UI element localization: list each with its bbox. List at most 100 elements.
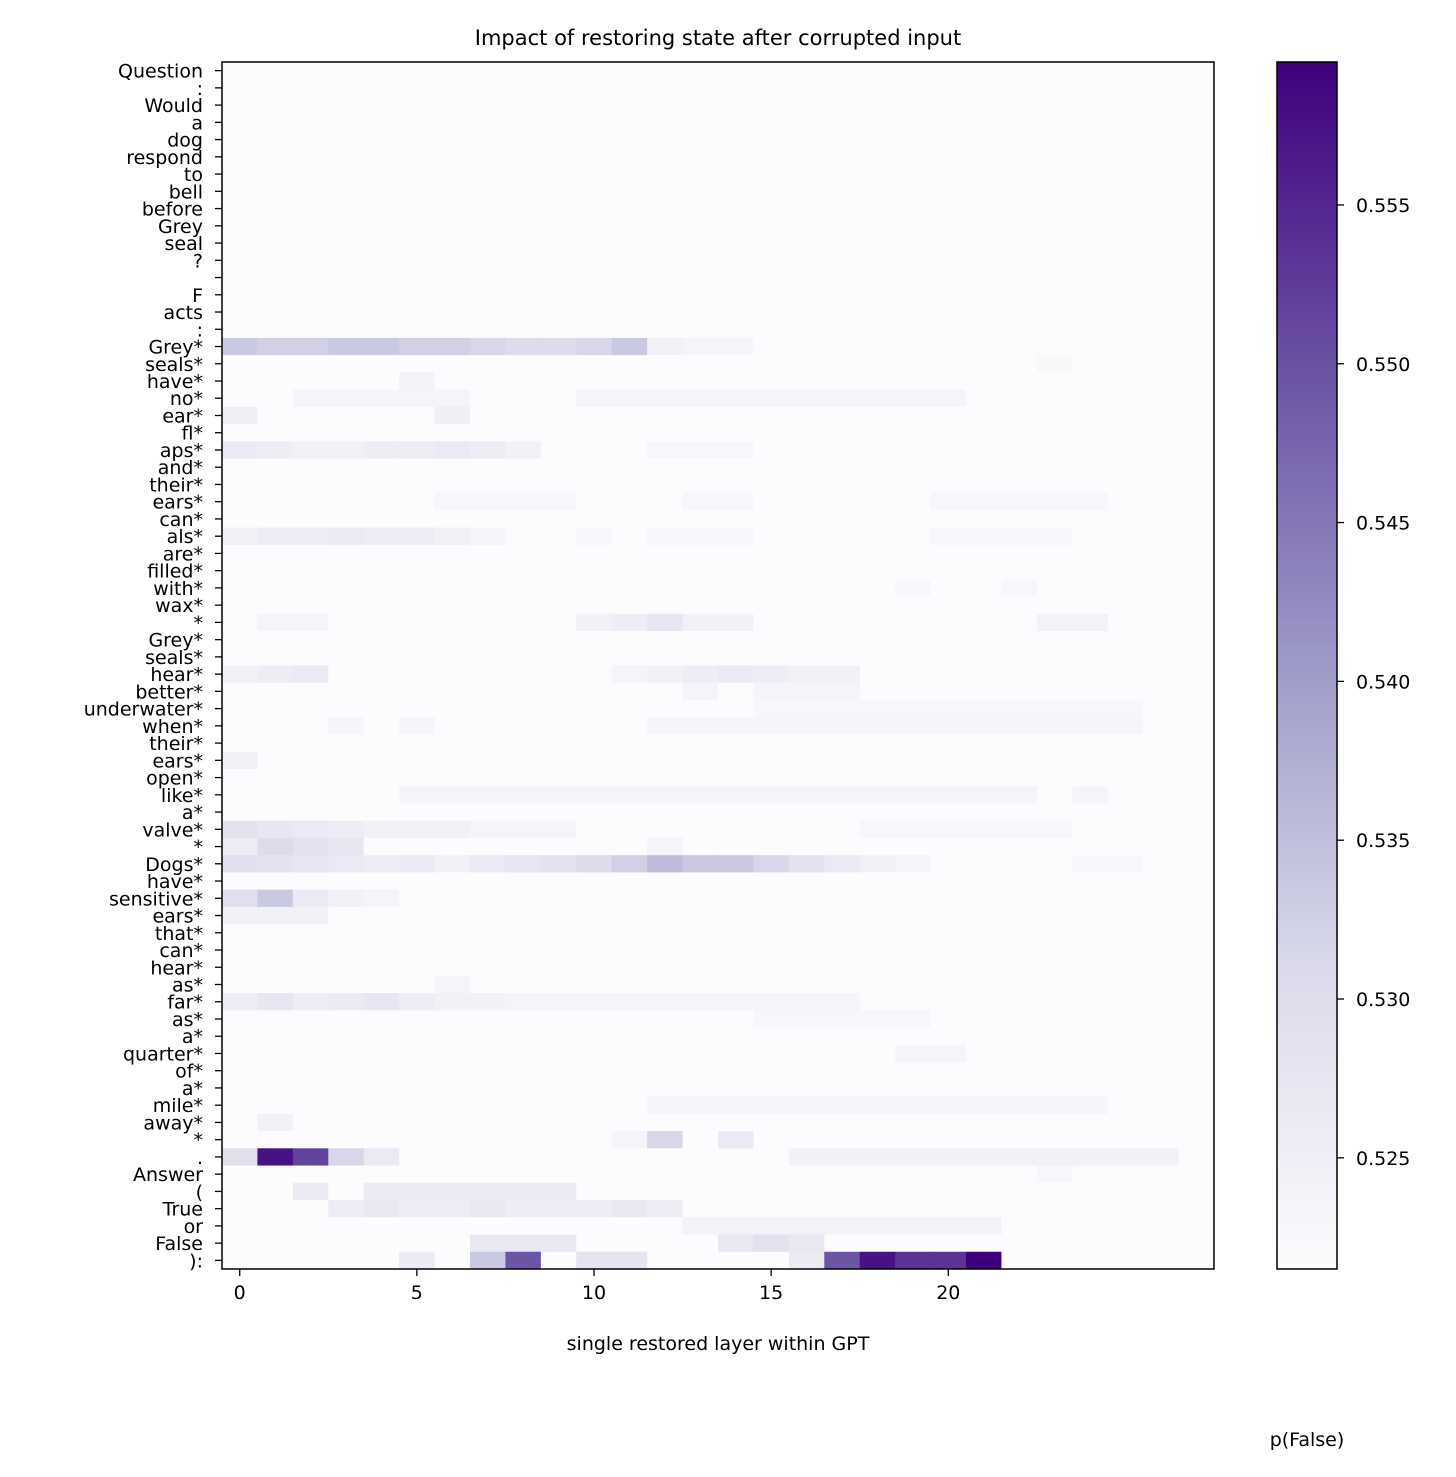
heatmap-cell: [1178, 820, 1215, 839]
heatmap-cell: [859, 130, 896, 149]
heatmap-cell: [966, 786, 1002, 804]
heatmap-cell: [895, 199, 931, 218]
heatmap-cell: [647, 924, 683, 942]
heatmap-cell: [363, 975, 400, 994]
heatmap-cell: [611, 62, 648, 80]
heatmap-cell: [470, 268, 506, 287]
heatmap-cell: [470, 1113, 506, 1132]
heatmap-cell: [292, 906, 329, 925]
heatmap-cell: [1072, 1062, 1109, 1080]
heatmap-cell: [611, 734, 648, 753]
heatmap-cell: [363, 768, 400, 787]
heatmap-cell: [363, 1217, 400, 1235]
heatmap-cell: [257, 544, 294, 563]
heatmap-cell: [824, 699, 861, 718]
heatmap-cell: [895, 734, 931, 753]
heatmap-cell: [222, 234, 258, 253]
heatmap-cell: [930, 1096, 967, 1115]
heatmap-cell: [540, 648, 577, 666]
heatmap-cell: [1036, 493, 1073, 511]
heatmap-cell: [682, 303, 719, 322]
heatmap-cell: [824, 751, 861, 770]
heatmap-cell: [1107, 855, 1144, 873]
heatmap-cell: [1036, 924, 1073, 942]
heatmap-cell: [1143, 389, 1179, 408]
heatmap-cell: [647, 1217, 683, 1235]
heatmap-cell: [434, 665, 471, 684]
heatmap-cell: [753, 148, 790, 166]
heatmap-cell: [1072, 924, 1109, 942]
heatmap-cell: [505, 699, 542, 718]
heatmap-cell: [824, 199, 861, 218]
heatmap-cell: [576, 855, 613, 873]
heatmap-cell: [222, 320, 258, 339]
heatmap-cell: [1001, 579, 1038, 597]
heatmap-cell: [399, 79, 435, 97]
heatmap-cell: [363, 372, 400, 391]
heatmap-cell: [399, 855, 435, 873]
heatmap-cell: [540, 96, 577, 115]
heatmap-cell: [1036, 303, 1073, 322]
heatmap-cell: [966, 441, 1002, 459]
heatmap-cell: [930, 889, 967, 908]
heatmap-cell: [505, 855, 542, 873]
heatmap-cell: [1107, 355, 1144, 373]
heatmap-cell: [257, 993, 294, 1011]
heatmap-cell: [930, 855, 967, 873]
heatmap-cell: [434, 1044, 471, 1063]
heatmap-cell: [434, 682, 471, 701]
heatmap-cell: [1072, 941, 1109, 960]
heatmap-cell: [966, 1044, 1002, 1063]
heatmap-cell: [930, 1027, 967, 1046]
heatmap-cell: [576, 62, 613, 80]
heatmap-cell: [682, 544, 719, 563]
heatmap-cell: [257, 268, 294, 287]
heatmap-cell: [328, 1027, 365, 1046]
heatmap-cell: [257, 182, 294, 201]
heatmap-cell: [824, 786, 861, 804]
heatmap-cell: [470, 1131, 506, 1149]
heatmap-cell: [540, 820, 577, 839]
heatmap-cell: [1036, 217, 1073, 235]
heatmap-cell: [1036, 355, 1073, 373]
heatmap-cell: [257, 648, 294, 666]
heatmap-cell: [1107, 303, 1144, 322]
heatmap-cell: [1107, 820, 1144, 839]
heatmap-cell: [540, 268, 577, 287]
heatmap-cell: [753, 1113, 790, 1132]
heatmap-cell: [1072, 803, 1109, 822]
heatmap-cell: [930, 1165, 967, 1184]
heatmap-cell: [788, 631, 825, 649]
heatmap-cell: [292, 958, 329, 977]
heatmap-cell: [647, 768, 683, 787]
heatmap-cell: [222, 837, 258, 856]
heatmap-cell: [363, 475, 400, 494]
heatmap-cell: [470, 734, 506, 753]
heatmap-cell: [363, 1062, 400, 1080]
heatmap-cell: [399, 1062, 435, 1080]
heatmap-cell: [363, 803, 400, 822]
heatmap-cell: [434, 493, 471, 511]
heatmap-cell: [930, 337, 967, 356]
heatmap-cell: [363, 699, 400, 718]
heatmap-cell: [470, 1217, 506, 1235]
heatmap-cell: [1143, 1027, 1179, 1046]
heatmap-cell: [328, 1113, 365, 1132]
heatmap-cell: [1036, 424, 1073, 442]
heatmap-cell: [363, 682, 400, 701]
heatmap-cell: [363, 182, 400, 201]
heatmap-cell: [222, 1010, 258, 1028]
heatmap-cell: [292, 1131, 329, 1149]
heatmap-cell: [682, 768, 719, 787]
heatmap-cell: [1036, 1217, 1073, 1235]
heatmap-cell: [363, 113, 400, 132]
heatmap-cell: [753, 130, 790, 149]
heatmap-cell: [470, 527, 506, 546]
heatmap-cell: [647, 424, 683, 442]
heatmap-cell: [1143, 906, 1179, 925]
heatmap-cell: [257, 906, 294, 925]
heatmap-cell: [222, 1027, 258, 1046]
heatmap-cell: [788, 1044, 825, 1063]
heatmap-cell: [399, 579, 435, 597]
heatmap-cell: [1072, 1010, 1109, 1028]
